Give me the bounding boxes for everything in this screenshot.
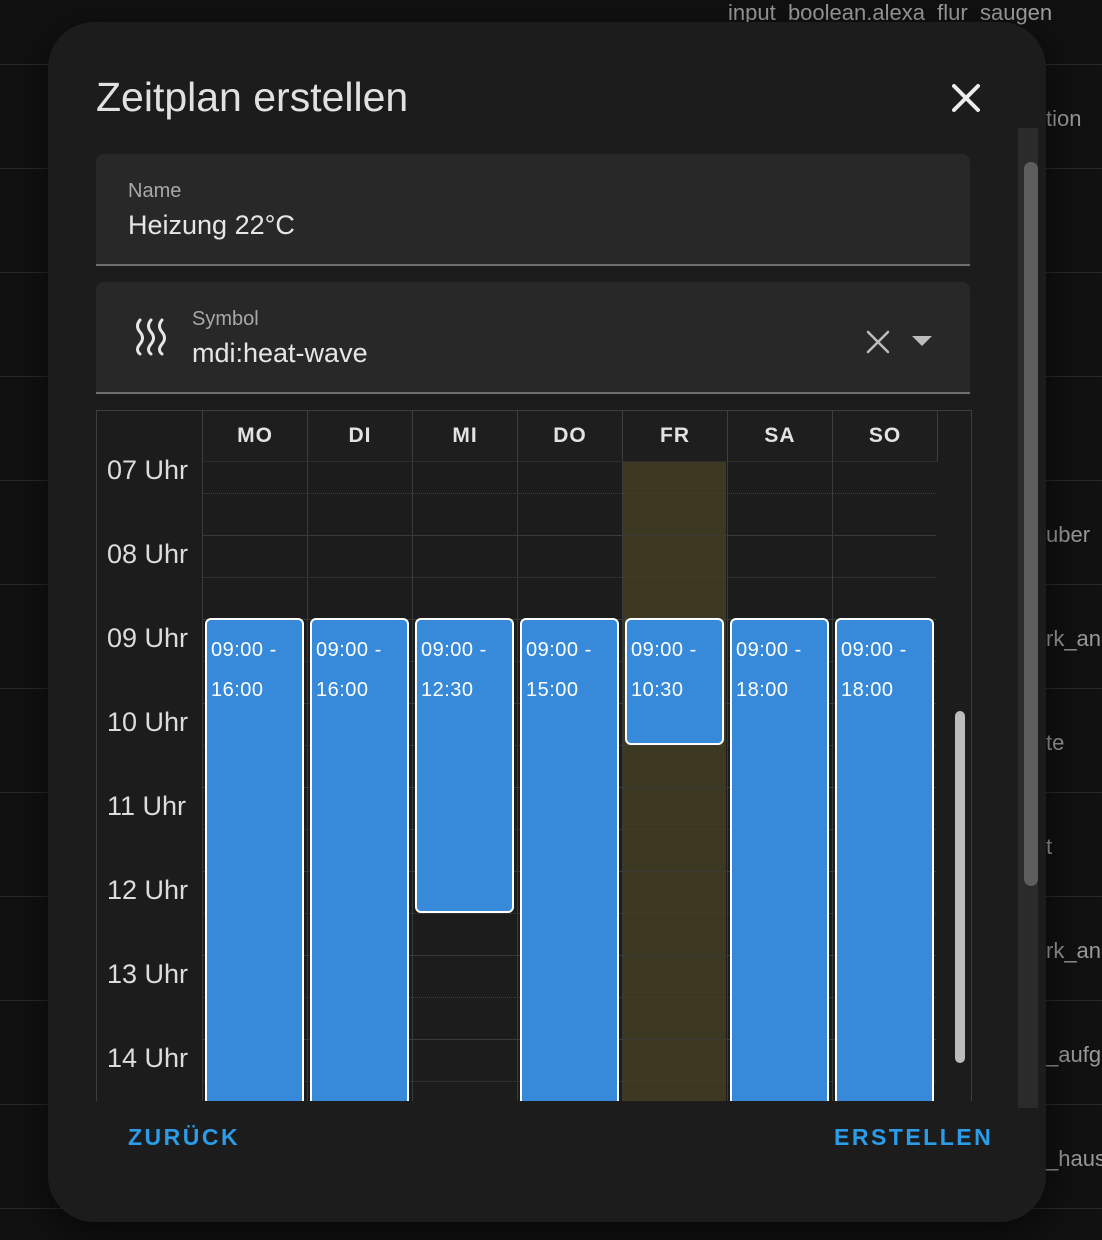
- time-block-start: 09:00 -: [421, 639, 487, 661]
- background-text: tion: [1046, 106, 1082, 131]
- time-block-so[interactable]: 09:00 - 18:00: [835, 618, 934, 1101]
- grid-column-line: [832, 461, 833, 1101]
- background-text: te: [1046, 730, 1065, 755]
- time-block-mi[interactable]: 09:00 - 12:30: [415, 618, 514, 913]
- grid-hour-line: [202, 535, 936, 536]
- hour-label: 12 Uhr: [107, 875, 189, 905]
- schedule-scrollbar[interactable]: [955, 711, 965, 1063]
- time-block-end: 12:30: [421, 679, 474, 701]
- today-highlight-column: [622, 461, 726, 1101]
- schedule-grid: MO DI MI DO FR SA SO 07 Uhr 08 Uhr 09 Uh…: [96, 410, 972, 1101]
- background-text: rk_an: [1046, 626, 1102, 651]
- day-header-sa: SA: [727, 411, 832, 462]
- create-button[interactable]: ERSTELLEN: [834, 1124, 994, 1150]
- time-block-end: 18:00: [736, 679, 789, 701]
- dialog-title: Zeitplan erstellen: [96, 74, 409, 120]
- clear-icon[interactable]: [864, 328, 892, 356]
- hour-label: 14 Uhr: [107, 1043, 189, 1073]
- grid-column-line: [517, 461, 518, 1101]
- time-block-mo[interactable]: 09:00 - 16:00: [205, 618, 304, 1101]
- time-block-sa[interactable]: 09:00 - 18:00: [730, 618, 829, 1101]
- day-header-so: SO: [832, 411, 938, 462]
- dialog-scrollbar-thumb[interactable]: [1024, 162, 1038, 886]
- time-block-di[interactable]: 09:00 - 16:00: [310, 618, 409, 1101]
- day-header-mi: MI: [412, 411, 517, 462]
- day-header-di: DI: [307, 411, 412, 462]
- back-button[interactable]: ZURÜCK: [128, 1124, 241, 1150]
- time-block-start: 09:00 -: [316, 639, 382, 661]
- background-text: _aufg: [1046, 1042, 1102, 1067]
- time-block-start: 09:00 -: [211, 639, 277, 661]
- time-block-end: 16:00: [211, 679, 264, 701]
- day-header-fr: FR: [622, 411, 727, 462]
- grid-column-line: [412, 461, 413, 1101]
- grid-half-hour-line: [202, 493, 936, 494]
- background-text: rk_an: [1046, 938, 1102, 963]
- time-block-start: 09:00 -: [631, 639, 697, 661]
- day-header-mo: MO: [202, 411, 307, 462]
- hour-label: 11 Uhr: [107, 791, 187, 821]
- time-block-do[interactable]: 09:00 - 15:00: [520, 618, 619, 1101]
- name-input[interactable]: Heizung 22°C: [128, 210, 295, 240]
- background-text: _haus: [1046, 1146, 1102, 1171]
- time-block-end: 16:00: [316, 679, 369, 701]
- hour-label: 08 Uhr: [107, 539, 189, 569]
- name-field[interactable]: Name Heizung 22°C: [96, 154, 970, 266]
- time-block-start: 09:00 -: [736, 639, 802, 661]
- time-block-start: 09:00 -: [841, 639, 907, 661]
- grid-half-hour-line: [202, 577, 936, 578]
- time-block-end: 10:30: [631, 679, 684, 701]
- close-icon: [952, 84, 980, 112]
- grid-column-line: [622, 461, 623, 1101]
- time-block-end: 15:00: [526, 679, 579, 701]
- time-block-fr[interactable]: 09:00 - 10:30: [625, 618, 724, 745]
- background-entity-id: input_boolean.alexa_flur_saugen: [728, 0, 1053, 25]
- chevron-down-icon[interactable]: [910, 334, 934, 350]
- hour-label: 10 Uhr: [107, 707, 189, 737]
- grid-column-line: [202, 461, 203, 1101]
- create-schedule-dialog: Zeitplan erstellen Name Heizung 22°C Sym…: [48, 22, 1046, 1222]
- time-block-end: 18:00: [841, 679, 894, 701]
- hour-label: 13 Uhr: [107, 959, 189, 989]
- symbol-field[interactable]: Symbol mdi:heat-wave: [96, 282, 970, 394]
- background-text: t: [1046, 834, 1053, 859]
- grid-column-line: [727, 461, 728, 1101]
- symbol-input[interactable]: mdi:heat-wave: [192, 338, 368, 368]
- hour-label: 07 Uhr: [107, 455, 189, 485]
- grid-column-line: [307, 461, 308, 1101]
- symbol-field-label: Symbol: [192, 308, 259, 330]
- background-text: uber: [1046, 522, 1091, 547]
- time-block-start: 09:00 -: [526, 639, 592, 661]
- close-button[interactable]: [946, 78, 986, 118]
- heat-wave-icon: [136, 318, 166, 356]
- name-field-label: Name: [128, 180, 182, 202]
- day-header-do: DO: [517, 411, 622, 462]
- hour-label: 09 Uhr: [107, 623, 189, 653]
